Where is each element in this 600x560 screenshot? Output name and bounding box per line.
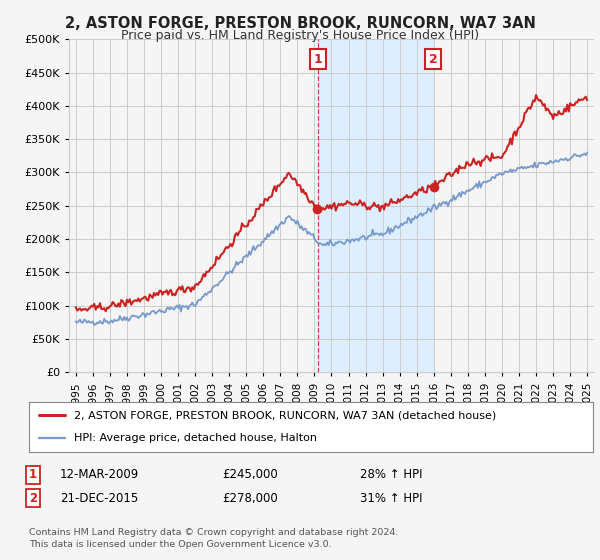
Text: 28% ↑ HPI: 28% ↑ HPI xyxy=(360,468,422,482)
Text: 2: 2 xyxy=(429,53,437,66)
Text: 1: 1 xyxy=(313,53,322,66)
Text: HPI: Average price, detached house, Halton: HPI: Average price, detached house, Halt… xyxy=(74,433,317,444)
Text: 21-DEC-2015: 21-DEC-2015 xyxy=(60,492,138,505)
Text: 2, ASTON FORGE, PRESTON BROOK, RUNCORN, WA7 3AN (detached house): 2, ASTON FORGE, PRESTON BROOK, RUNCORN, … xyxy=(74,410,496,420)
Text: Price paid vs. HM Land Registry's House Price Index (HPI): Price paid vs. HM Land Registry's House … xyxy=(121,29,479,41)
Bar xyxy=(317,39,433,372)
Text: 12-MAR-2009: 12-MAR-2009 xyxy=(60,468,139,482)
Text: 2, ASTON FORGE, PRESTON BROOK, RUNCORN, WA7 3AN: 2, ASTON FORGE, PRESTON BROOK, RUNCORN, … xyxy=(65,16,535,31)
Text: Contains HM Land Registry data © Crown copyright and database right 2024.
This d: Contains HM Land Registry data © Crown c… xyxy=(29,528,398,549)
Text: £278,000: £278,000 xyxy=(222,492,278,505)
Text: 2: 2 xyxy=(29,492,37,505)
Text: 1: 1 xyxy=(29,468,37,482)
Text: £245,000: £245,000 xyxy=(222,468,278,482)
Text: 31% ↑ HPI: 31% ↑ HPI xyxy=(360,492,422,505)
